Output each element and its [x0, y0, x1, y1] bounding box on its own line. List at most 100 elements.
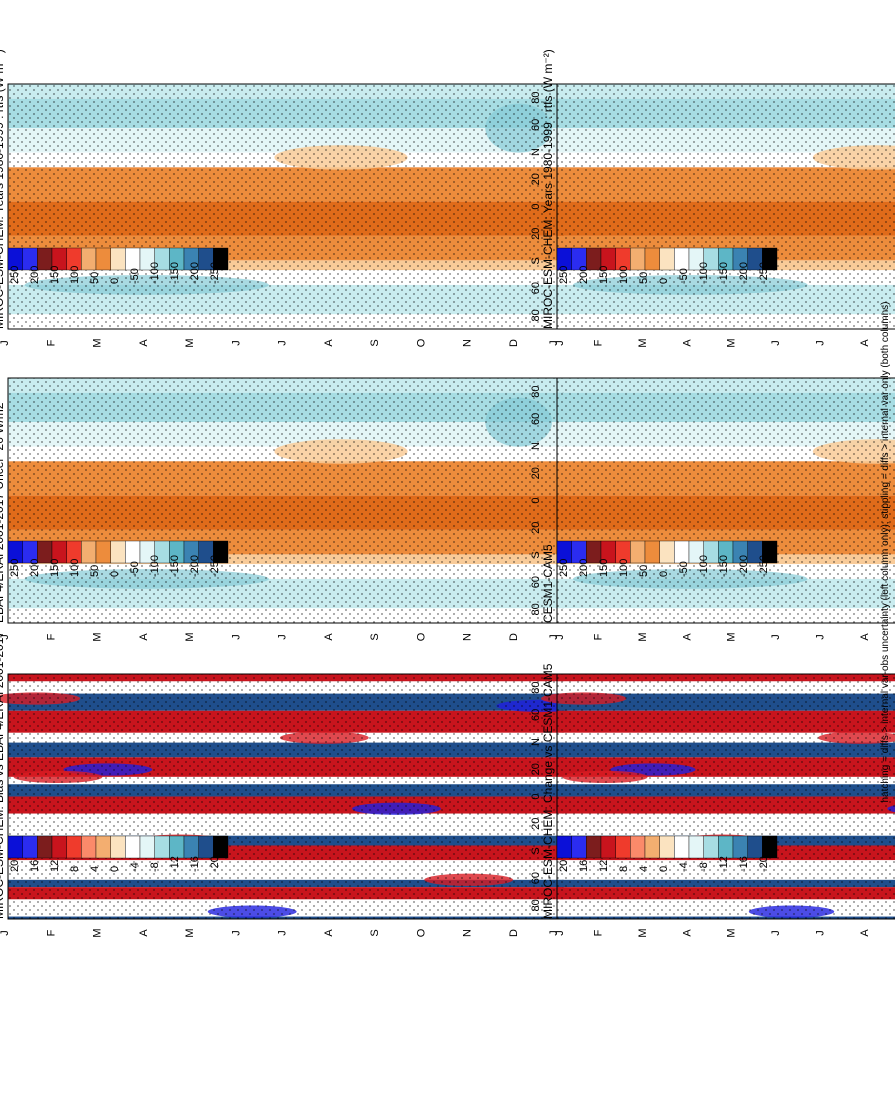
colorbar-tick-label: -200 — [189, 555, 201, 577]
colorbar-swatch — [732, 835, 748, 859]
stippling-overlay — [8, 84, 563, 329]
month-tick-label: J — [770, 930, 782, 936]
lat-tick-label: 80 — [530, 385, 542, 397]
stippling-overlay — [8, 674, 563, 919]
colorbar-swatch — [95, 835, 111, 859]
month-tick-label: J — [277, 634, 289, 640]
colorbar-swatch — [586, 835, 602, 859]
month-tick-label: J — [0, 930, 11, 936]
lat-tick-label: 20 — [530, 467, 542, 479]
colorbar-tick-label: 12 — [598, 860, 610, 872]
lat-tick-label: 20 — [530, 522, 542, 534]
month-tick-label: J — [548, 930, 560, 936]
colorbar: 20 16 12 8 4 0 -4 -8 -12 -16 -20 — [556, 835, 778, 872]
colorbar-swatch — [213, 835, 229, 859]
colorbar-swatch — [81, 835, 97, 859]
colorbar-tick-label: 0 — [109, 866, 121, 872]
colorbar-swatch — [37, 835, 53, 859]
colorbar-swatch — [66, 835, 82, 859]
colorbar-tick-label: 200 — [578, 266, 590, 284]
chart-title: CESM1-CAM5 — [541, 544, 555, 623]
month-tick-label: F — [45, 339, 57, 346]
colorbar-tick-label: 0 — [658, 866, 670, 872]
colorbar: 250 200 150 100 50 0 -50 -100 -150 -200 -250 — [556, 540, 778, 577]
month-tick-label: J — [277, 930, 289, 936]
lat-tick-label: S — [530, 257, 542, 264]
colorbar-tick-label: 16 — [578, 860, 590, 872]
month-tick-label: J — [554, 930, 566, 936]
month-tick-label: N — [462, 633, 474, 641]
colorbar-swatch — [630, 835, 646, 859]
chart-title: MIROC-ESM-CHEM: Years 1980-1999 : rtfs (… — [541, 49, 555, 329]
colorbar-swatch — [110, 540, 126, 564]
lat-tick-label: 20 — [530, 763, 542, 775]
colorbar-tick-label: 0 — [658, 278, 670, 284]
lat-tick-label: 20 — [530, 228, 542, 240]
month-tick-label: F — [592, 633, 604, 640]
colorbar-swatch — [95, 247, 111, 271]
lat-tick-label: 20 — [530, 173, 542, 185]
colorbar-tick-label: 20 — [558, 860, 570, 872]
footnote: hatching = diffs > internal var-obs unce… — [880, 302, 891, 803]
lat-tick-label: N — [530, 442, 542, 450]
colorbar-swatch — [7, 835, 23, 859]
colorbar-swatch — [571, 835, 587, 859]
colorbar-tick-label: 250 — [9, 266, 21, 284]
colorbar-tick-label: -8 — [698, 862, 710, 872]
colorbar-swatch — [198, 835, 214, 859]
lat-tick-label: 0 — [530, 793, 542, 799]
month-tick-label: O — [415, 338, 427, 347]
colorbar-tick-label: 150 — [49, 266, 61, 284]
month-tick-label: J — [815, 340, 827, 346]
month-tick-label: J — [554, 634, 566, 640]
colorbar-tick-label: 150 — [598, 559, 610, 577]
lat-tick-label: 60 — [530, 119, 542, 131]
colorbar-tick-label: -4 — [678, 862, 690, 872]
month-tick-label: S — [369, 929, 381, 936]
colorbar-tick-label: 8 — [69, 866, 81, 872]
month-tick-label: M — [637, 632, 649, 641]
lat-tick-label: 0 — [530, 497, 542, 503]
lat-tick-label: 20 — [530, 818, 542, 830]
month-tick-label: S — [369, 633, 381, 640]
colorbar-tick-label: -8 — [149, 862, 161, 872]
colorbar-tick-label: -250 — [209, 555, 221, 577]
colorbar-swatch — [644, 247, 660, 271]
colorbar-swatch — [213, 540, 229, 564]
chart-panel-change: MIROC-ESM-CHEM: Change vs CESM1-CAM5 J F M A… — [530, 663, 895, 938]
colorbar-tick-label: -250 — [758, 555, 770, 577]
month-tick-label: J — [230, 634, 242, 640]
lat-tick-label: N — [530, 738, 542, 746]
colorbar-swatch — [81, 540, 97, 564]
colorbar-tick-label: -100 — [149, 262, 161, 284]
month-tick-label: M — [637, 338, 649, 347]
colorbar-swatch — [674, 247, 690, 271]
month-tick-label: S — [369, 339, 381, 346]
colorbar-tick-label: -4 — [129, 862, 141, 872]
month-tick-label: A — [138, 929, 150, 937]
colorbar-tick-label: -20 — [209, 856, 221, 872]
colorbar-tick-label: 250 — [558, 559, 570, 577]
colorbar-swatch — [718, 835, 734, 859]
colorbar-swatch — [659, 247, 675, 271]
colorbar-swatch — [22, 835, 38, 859]
colorbar-tick-label: -16 — [738, 856, 750, 872]
colorbar-tick-label: 150 — [598, 266, 610, 284]
colorbar-tick-label: -100 — [698, 555, 710, 577]
month-tick-label: J — [230, 930, 242, 936]
colorbar-tick-label: -16 — [189, 856, 201, 872]
colorbar-tick-label: 150 — [49, 559, 61, 577]
colorbar-swatch — [556, 835, 572, 859]
colorbar-tick-label: -50 — [678, 561, 690, 577]
month-tick-label: A — [323, 339, 335, 347]
month-tick-label: J — [230, 340, 242, 346]
month-tick-label: A — [138, 633, 150, 641]
month-tick-label: D — [508, 929, 520, 937]
month-tick-label: N — [462, 929, 474, 937]
colorbar-tick-label: -20 — [758, 856, 770, 872]
chart-panel-model-left: MIROC-ESM-CHEM: Years 1980-1999 : rtfs (… — [0, 49, 566, 347]
colorbar-tick-label: -100 — [149, 555, 161, 577]
month-tick-label: J — [554, 340, 566, 346]
colorbar-swatch — [125, 247, 141, 271]
colorbar-tick-label: -200 — [738, 262, 750, 284]
